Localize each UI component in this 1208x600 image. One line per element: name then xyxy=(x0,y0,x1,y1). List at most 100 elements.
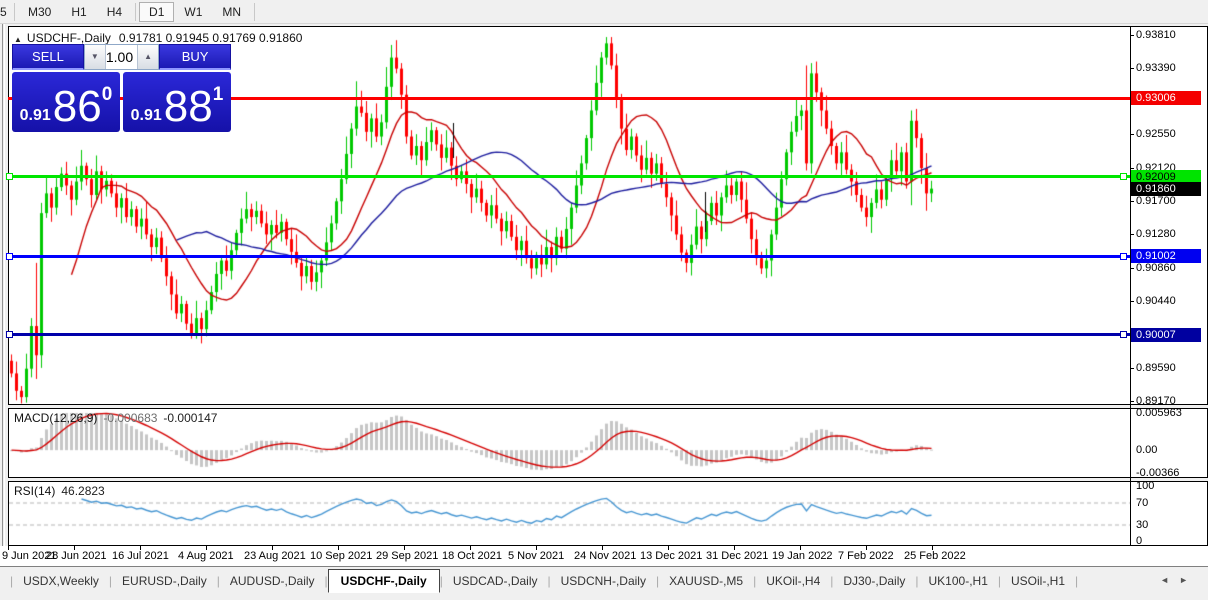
price-tick-mark xyxy=(1130,68,1134,69)
timeframe-button-h4[interactable]: H4 xyxy=(106,4,123,19)
tab-separator: | xyxy=(915,574,919,588)
time-tick-label: 19 Jan 2022 xyxy=(772,550,833,562)
ohlc-values: 0.91781 0.91945 0.91769 0.91860 xyxy=(118,31,303,45)
chart-tab-usoilh1[interactable]: USOil-,H1 xyxy=(1011,574,1066,588)
rsi-value: 46.2823 xyxy=(61,484,105,498)
sell-price-sup: 0 xyxy=(101,84,113,105)
price-tick-label: 0.92550 xyxy=(1136,128,1176,141)
tab-separator: | xyxy=(1075,574,1079,588)
line-handle[interactable] xyxy=(1120,173,1127,180)
rsi-axis-label: 100 xyxy=(1136,480,1155,492)
time-tick-label: 13 Dec 2021 xyxy=(640,550,703,562)
buy-price-prefix: 0.91 xyxy=(130,107,162,124)
time-tick-label: 7 Feb 2022 xyxy=(838,550,894,562)
price-tick-mark xyxy=(1130,301,1134,302)
timeframe-button-m30[interactable]: M30 xyxy=(28,4,52,19)
volume-decrease-icon[interactable]: ▼ xyxy=(84,45,106,69)
rsi-axis-label: 0 xyxy=(1136,535,1143,547)
price-tick-label: 0.93810 xyxy=(1136,28,1176,41)
chart-tab-usdxweekly[interactable]: USDX,Weekly xyxy=(23,574,99,588)
price-tick-mark xyxy=(1130,201,1134,202)
price-tick-mark xyxy=(1130,134,1134,135)
price-tag-0.90007: 0.90007 xyxy=(1131,328,1201,342)
line-handle[interactable] xyxy=(6,253,13,260)
buy-button[interactable]: BUY xyxy=(159,44,231,70)
volume-input[interactable]: 1.00 xyxy=(105,49,134,65)
time-tick-mark xyxy=(338,546,339,550)
horizontal-line-0.90007[interactable] xyxy=(8,333,1131,336)
chart-tab-ukoilh4[interactable]: UKOil-,H4 xyxy=(766,574,821,588)
time-tick-mark xyxy=(140,546,141,550)
collapse-icon[interactable]: ▲ xyxy=(14,35,22,44)
symbol-period-label: USDCHF-,Daily xyxy=(26,31,111,45)
toolbar-separator xyxy=(254,2,256,21)
toolbar-separator xyxy=(14,2,15,21)
time-axis: 9 Jun 2021 28 Jun 2021 16 Jul 2021 4 Aug 20… xyxy=(0,546,1208,566)
price-axis-border xyxy=(1130,26,1131,546)
chart-tab-usdcaddaily[interactable]: USDCAD-,Daily xyxy=(452,574,538,588)
timeframe-button-d1[interactable]: D1 xyxy=(139,1,175,22)
timeframe-button-mn[interactable]: MN xyxy=(222,4,242,19)
buy-quote[interactable]: 0.91 88 1 xyxy=(123,72,231,132)
time-tick-label: 5 Nov 2021 xyxy=(508,550,565,562)
sell-quote[interactable]: 0.91 86 0 xyxy=(12,72,120,132)
chart-tab-usdcnhdaily[interactable]: USDCNH-,Daily xyxy=(560,574,646,588)
timeframe-button-5[interactable]: 5 xyxy=(0,4,7,19)
price-tag-0.93006: 0.93006 xyxy=(1131,91,1201,105)
timeframe-button-h1[interactable]: H1 xyxy=(71,4,87,19)
chart-title: ▲ USDCHF-,Daily 0.91781 0.91945 0.91769 0.… xyxy=(14,31,302,45)
horizontal-line-0.93006[interactable] xyxy=(8,97,1131,100)
tab-separator: | xyxy=(216,574,220,588)
sell-button[interactable]: SELL xyxy=(12,44,84,70)
time-tick-mark xyxy=(800,546,801,550)
chart-tab-dj30daily[interactable]: DJ30-,Daily xyxy=(843,574,906,588)
time-tick-label: 4 Aug 2021 xyxy=(178,550,234,562)
chart-tab-uk100h1[interactable]: UK100-,H1 xyxy=(928,574,988,588)
chart-tab-usdchfdaily[interactable]: USDCHF-,Daily xyxy=(327,569,440,593)
buy-price-big: 88 xyxy=(163,82,213,131)
rsi-name: RSI(14) xyxy=(14,484,56,498)
chart-tab-bar: | USDX,Weekly | EURUSD-,Daily | AUDUSD-,Daily… xyxy=(0,566,1208,600)
price-tick-mark xyxy=(1130,268,1134,269)
price-tag-0.92009: 0.92009 xyxy=(1131,170,1201,184)
rsi-chart[interactable] xyxy=(9,482,1130,545)
tab-scroll-left-icon[interactable]: ◄ xyxy=(1160,575,1180,585)
toolbar-separator xyxy=(135,2,137,21)
macd-chart[interactable] xyxy=(9,409,1130,477)
macd-axis-label: -0.00366 xyxy=(1136,467,1180,479)
horizontal-line-0.91002[interactable] xyxy=(8,255,1131,258)
timeframe-button-w1[interactable]: W1 xyxy=(184,4,203,19)
tab-separator: | xyxy=(439,574,443,588)
tab-separator: | xyxy=(655,574,660,588)
time-tick-label: 9 Jun 2021 xyxy=(2,550,57,562)
horizontal-line-0.92009[interactable] xyxy=(8,175,1131,178)
chart-tab-audusddaily[interactable]: AUDUSD-,Daily xyxy=(229,574,315,588)
tab-separator: | xyxy=(547,574,551,588)
rsi-axis-label: 30 xyxy=(1136,518,1149,531)
time-tick-label: 31 Dec 2021 xyxy=(706,550,769,562)
window-splitter[interactable] xyxy=(0,24,8,566)
line-handle[interactable] xyxy=(6,173,13,180)
chart-tab-xauusdm5[interactable]: XAUUSD-,M5 xyxy=(669,574,744,588)
macd-axis-label: 0.005963 xyxy=(1136,407,1182,419)
time-tick-label: 10 Sep 2021 xyxy=(310,550,373,562)
price-tick-label: 0.90860 xyxy=(1136,261,1176,274)
time-tick-label: 23 Aug 2021 xyxy=(244,550,306,562)
line-handle[interactable] xyxy=(1120,253,1127,260)
price-tick-label: 0.89590 xyxy=(1136,361,1176,374)
line-handle[interactable] xyxy=(6,331,13,338)
tab-scroll-right-icon[interactable]: ► xyxy=(1179,575,1198,585)
macd-name: MACD(12,26,9) xyxy=(14,411,98,425)
tab-separator: | xyxy=(997,574,1002,588)
time-tick-mark xyxy=(866,546,867,550)
price-tick-mark xyxy=(1130,234,1134,235)
line-handle[interactable] xyxy=(1120,331,1127,338)
tab-scroll-arrows[interactable]: ◄► xyxy=(1160,575,1198,585)
price-tick-mark xyxy=(1130,35,1134,36)
tab-separator: | xyxy=(830,574,834,588)
time-tick-label: 25 Feb 2022 xyxy=(904,550,966,562)
chart-tab-eurusddaily[interactable]: EURUSD-,Daily xyxy=(122,574,207,588)
time-tick-mark xyxy=(932,546,933,550)
price-tick-label: 0.90440 xyxy=(1136,294,1176,307)
volume-increase-icon[interactable]: ▲ xyxy=(137,45,159,69)
